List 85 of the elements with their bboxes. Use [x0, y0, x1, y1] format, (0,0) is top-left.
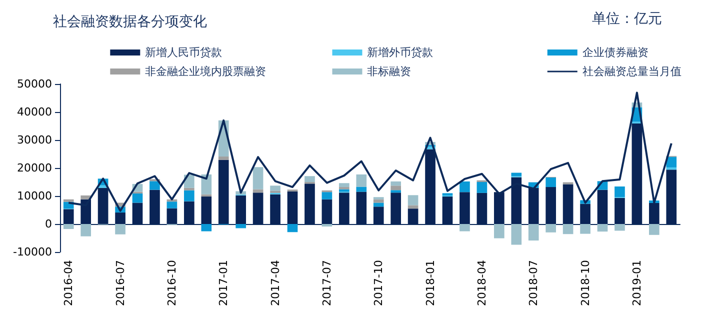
bar — [339, 189, 350, 192]
bar — [166, 208, 178, 224]
bar — [390, 181, 401, 186]
bar — [562, 184, 574, 224]
bar — [460, 224, 470, 232]
bar — [201, 196, 212, 224]
bar — [511, 172, 522, 176]
bar — [580, 224, 590, 234]
legend-label: 非金融企业境内股票融资 — [145, 65, 266, 78]
bar — [373, 199, 384, 203]
bar — [666, 156, 677, 168]
x-tick-label: 2016-07 — [114, 260, 127, 306]
bar — [356, 174, 367, 187]
bar — [408, 205, 418, 209]
bar — [373, 202, 384, 207]
bar — [184, 190, 194, 202]
bar — [339, 183, 350, 188]
bar — [562, 224, 574, 234]
bar — [614, 224, 625, 231]
bar — [460, 181, 470, 192]
bar — [252, 167, 264, 190]
x-tick-label: 2017-07 — [320, 260, 334, 306]
bar — [322, 199, 332, 224]
legend-label: 新增外币贷款 — [367, 46, 434, 59]
y-tick-label: 10000 — [17, 190, 52, 202]
bar — [80, 224, 91, 236]
bar — [666, 167, 677, 170]
x-tick-label: 2018-04 — [475, 260, 488, 306]
y-tick-label: 30000 — [17, 134, 52, 146]
x-tick-label: 2019-01 — [630, 260, 644, 306]
bar — [460, 192, 470, 224]
legend-label: 社会融资总量当月值 — [582, 65, 682, 78]
legend-label: 企业债券融资 — [582, 46, 648, 59]
bar — [236, 224, 246, 228]
bar — [494, 224, 504, 238]
bar — [390, 190, 401, 193]
bar — [270, 186, 280, 191]
bar — [132, 193, 143, 203]
bar — [614, 198, 625, 224]
bar — [528, 224, 539, 241]
bar — [201, 224, 212, 232]
bar — [614, 186, 625, 198]
x-tick-label: 2017-04 — [268, 260, 282, 306]
bar — [408, 195, 418, 206]
x-tick-label: 2016-04 — [62, 260, 76, 306]
y-tick-label: 40000 — [17, 106, 52, 118]
bar — [546, 224, 556, 232]
bar — [63, 199, 74, 202]
bar — [546, 178, 556, 188]
bar — [322, 192, 332, 200]
legend-label: 新增人民币贷款 — [145, 46, 222, 59]
bar — [597, 224, 608, 232]
y-tick-label: 50000 — [17, 78, 52, 90]
x-tick-label: 2018-01 — [424, 260, 437, 306]
bar — [322, 224, 332, 227]
bar — [390, 186, 401, 190]
x-tick-label: 2017-01 — [217, 260, 230, 306]
bar — [304, 176, 315, 182]
bar — [511, 224, 522, 245]
chart-title: 社会融资数据各分项变化 — [53, 14, 207, 30]
y-tick-label: 0 — [45, 218, 52, 230]
bar — [166, 202, 178, 208]
bar — [150, 181, 160, 190]
bar — [201, 174, 212, 194]
x-tick-label: 2016-10 — [165, 260, 178, 306]
y-tick-label: -10000 — [13, 246, 52, 258]
bar — [476, 182, 488, 193]
x-tick-label: 2017-10 — [372, 260, 386, 306]
bar — [184, 188, 194, 190]
bar — [218, 156, 229, 160]
bar — [63, 209, 74, 224]
bar — [287, 224, 298, 232]
bar — [236, 195, 246, 224]
bar — [287, 192, 298, 224]
y-tick-label: 20000 — [17, 162, 52, 174]
legend-label: 非标融资 — [367, 65, 412, 78]
x-tick-label: 2018-10 — [578, 260, 592, 306]
bar — [546, 187, 556, 224]
bar — [356, 186, 367, 192]
bar — [63, 224, 74, 230]
bar — [201, 194, 212, 197]
bar — [649, 224, 660, 235]
x-tick-label: 2018-07 — [527, 260, 540, 306]
bar — [115, 224, 126, 234]
text: 单位：亿元 — [592, 11, 662, 27]
